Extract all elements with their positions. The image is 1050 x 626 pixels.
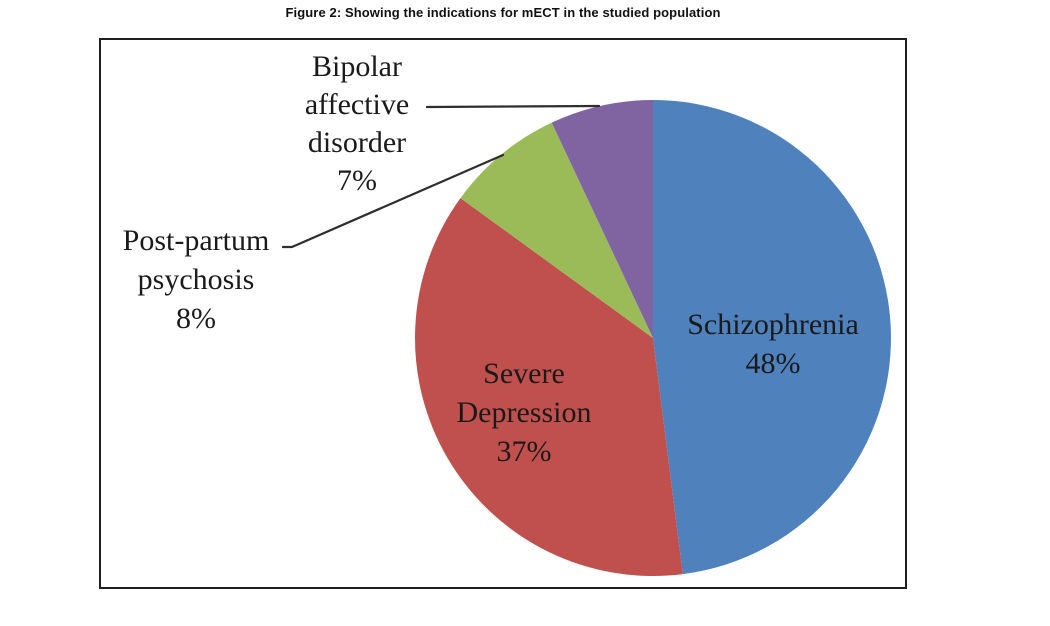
pie-chart [415, 100, 891, 576]
figure-caption: Figure 2: Showing the indications for mE… [285, 5, 721, 20]
pie-label-post-partum-psychosis: Post-partum psychosis 8% [122, 224, 270, 335]
pie-label-bipolar-affective-disorder: Bipolar affective disorder 7% [304, 50, 410, 197]
pie-slice-post-partum-psychosis [460, 122, 653, 339]
pie-label-severe-depression: Severe Depression 37% [456, 357, 592, 468]
pie-label-schizophrenia: Schizophrenia 48% [687, 308, 859, 380]
leader-line-bipolar [425, 104, 601, 109]
leader-lines [281, 104, 601, 249]
pie-slice-severe-depression [415, 198, 683, 576]
pie-slice-schizophrenia [653, 100, 891, 575]
pie-slice-bipolar-affective-disorder [551, 100, 653, 338]
chart-plot-area: Bipolar affective disorder 7% Post-partu… [99, 38, 907, 589]
leader-line-post-partum [281, 153, 505, 249]
pie-svg [281, 100, 891, 576]
